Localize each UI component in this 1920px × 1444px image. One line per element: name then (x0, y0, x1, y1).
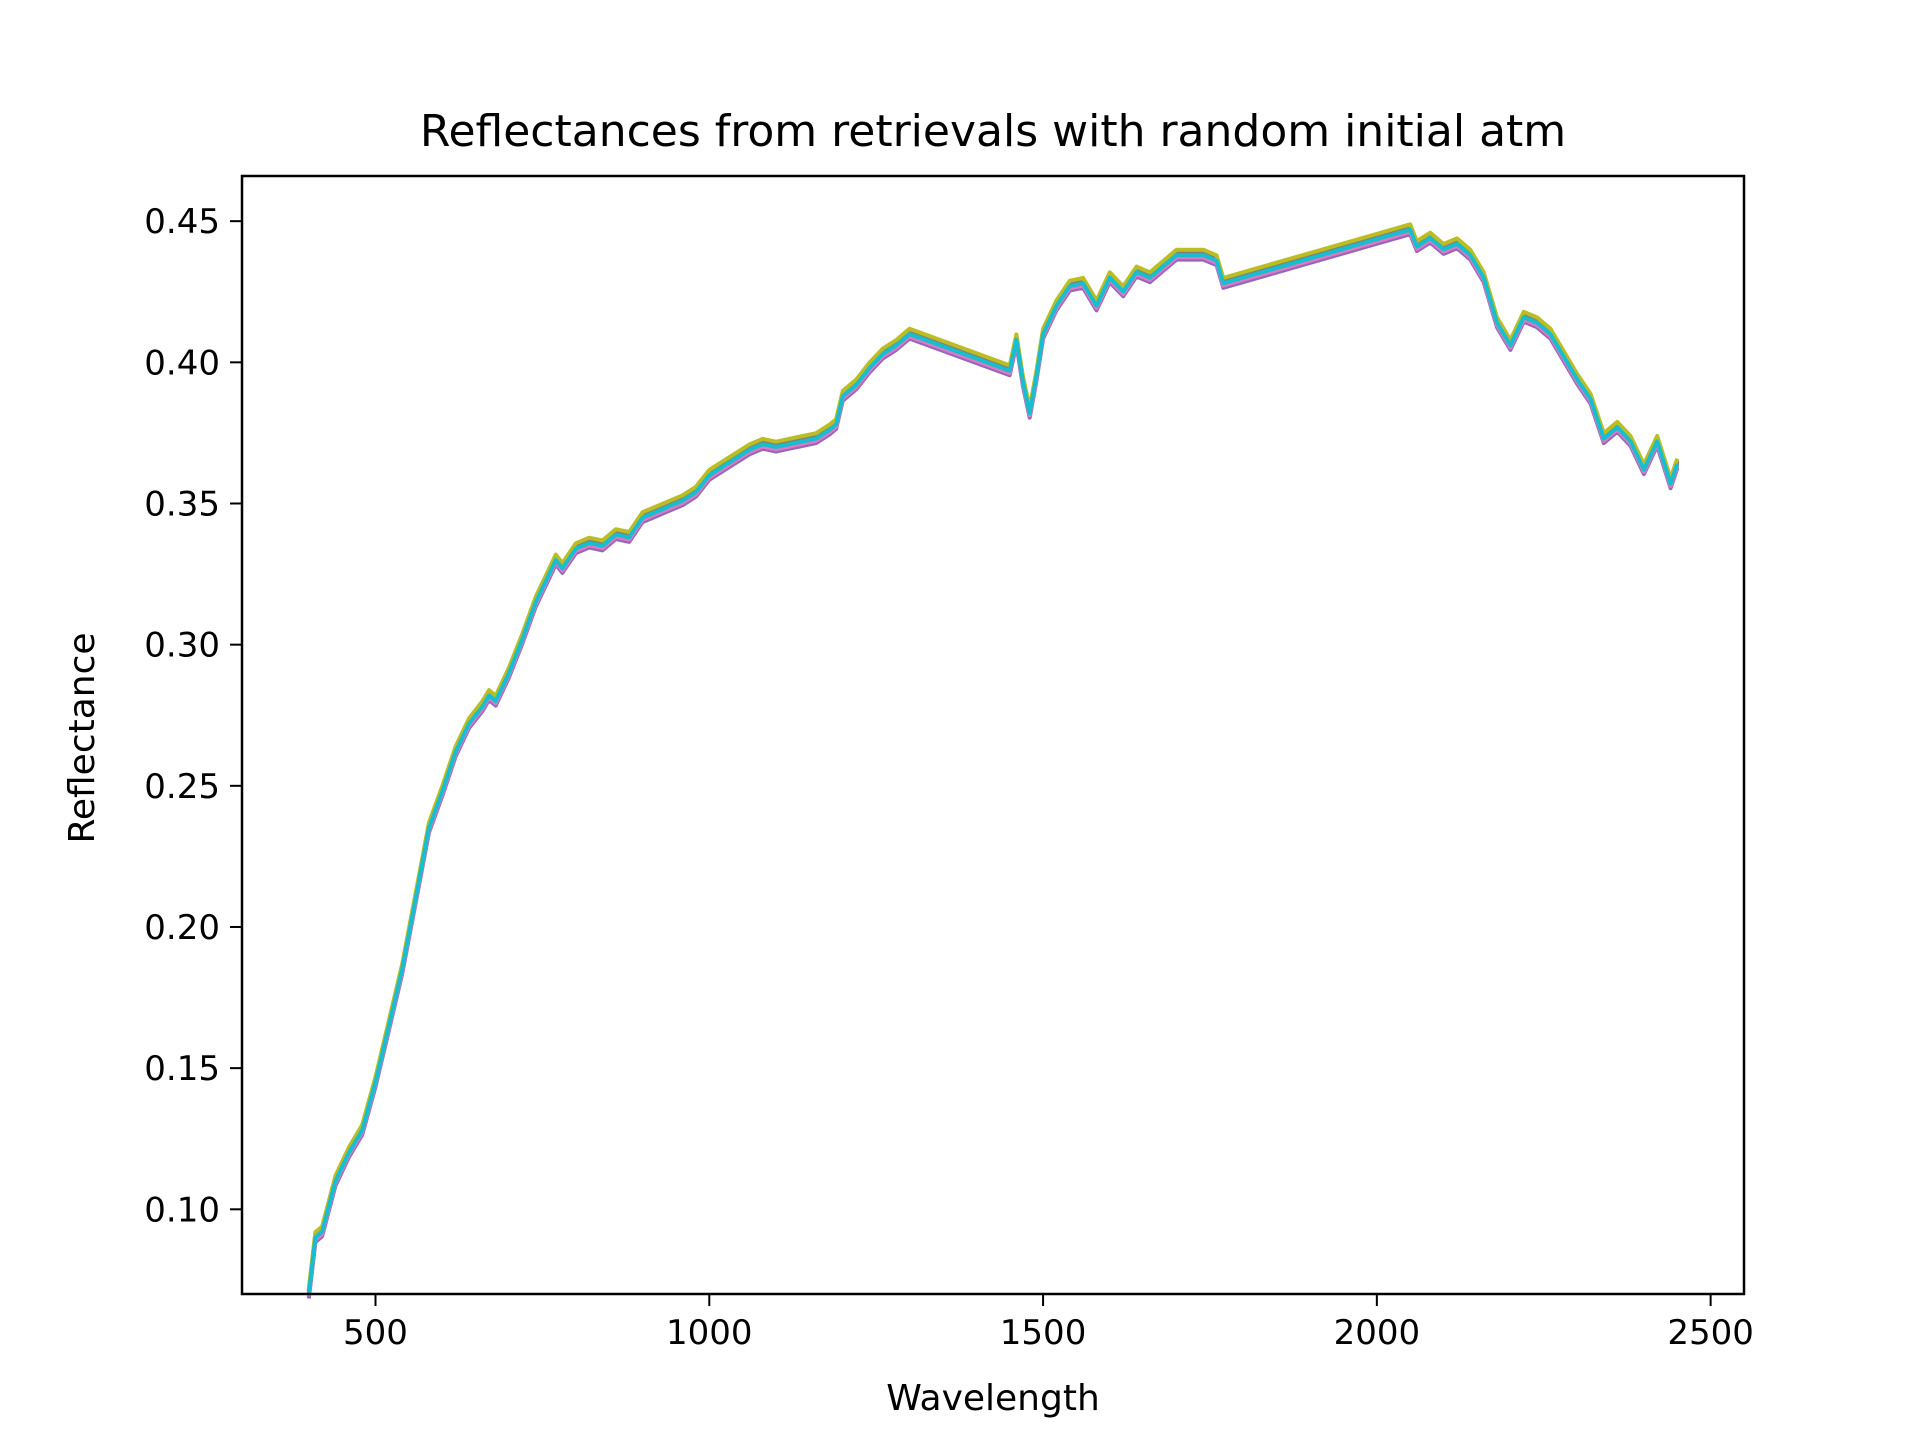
x-axis: 500 1000 1500 2000 2500 (343, 1294, 1754, 1353)
y-tick-label: 0.40 (144, 343, 220, 383)
x-tick-label: 1000 (666, 1313, 753, 1353)
x-tick-label: 2500 (1667, 1313, 1754, 1353)
y-tick-label: 0.15 (144, 1049, 220, 1089)
x-tick-label: 2000 (1334, 1313, 1421, 1353)
x-tick-label: 1500 (1000, 1313, 1087, 1353)
y-tick-label: 0.10 (144, 1190, 220, 1230)
y-tick-label: 0.30 (144, 626, 220, 666)
plot-frame (240, 174, 1746, 1296)
y-axis-label: Reflectance (62, 632, 103, 843)
series-layer (306, 222, 1680, 1299)
y-axis: 0.10 0.15 0.20 0.25 0.30 0.35 0.40 0.45 (144, 202, 242, 1230)
y-tick-label: 0.20 (144, 908, 220, 948)
y-tick-label: 0.25 (144, 767, 220, 807)
y-tick-label: 0.45 (144, 202, 220, 242)
chart-title: Reflectances from retrievals with random… (420, 106, 1566, 157)
x-tick-label: 500 (343, 1313, 408, 1353)
series-line-9 (306, 222, 1680, 1289)
y-tick-label: 0.35 (144, 484, 220, 524)
x-axis-label: Wavelength (886, 1378, 1100, 1419)
series-line-10 (306, 227, 1680, 1295)
